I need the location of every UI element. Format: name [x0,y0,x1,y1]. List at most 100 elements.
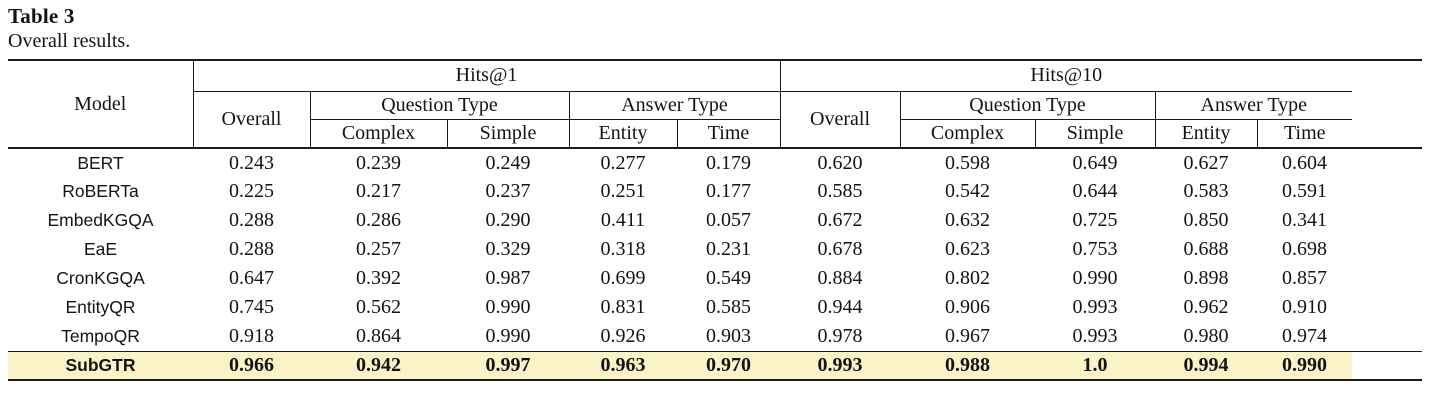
value-cell: 0.884 [817,267,863,289]
value-cell: 0.993 [1072,324,1118,347]
filler-cell [1352,264,1422,293]
subheader-question-type-hits1: Question Type [310,91,570,120]
value-cell: 0.944 [817,296,863,318]
value-cell: 0.898 [1183,267,1229,289]
model-cell: EntityQR [65,297,136,317]
filler-cell [1352,206,1422,235]
value-cell: 0.963 [569,350,677,381]
results-table: Model Hits@1 Hits@10 Overall Question Ty… [8,59,1423,381]
value-cell: 1.0 [1035,350,1156,381]
value-cell: 0.978 [817,324,863,347]
group-header-hits-at-10: Hits@10 [780,59,1353,92]
value-cell: 0.288 [229,238,274,260]
value-cell: 0.623 [945,238,991,260]
column-header-model: Model [8,59,194,149]
model-cell: SubGTR [8,350,193,381]
value-cell: 0.990 [1072,267,1118,289]
table-row: BERT 0.243 0.239 0.249 0.277 0.179 0.620… [8,148,1422,177]
value-cell: 0.993 [780,350,901,381]
value-cell: 0.598 [945,151,991,174]
table-row: RoBERTa 0.225 0.217 0.237 0.251 0.177 0.… [8,177,1422,206]
value-cell: 0.678 [817,238,863,260]
subheader-overall-hits1: Overall [193,91,311,149]
value-cell: 0.993 [1072,296,1118,318]
value-cell: 0.583 [1183,180,1229,202]
filler-cell [1352,177,1422,206]
column-header-entity-hits1: Entity [569,119,678,149]
table-row: EaE 0.288 0.257 0.329 0.318 0.231 0.678 … [8,235,1422,264]
value-cell: 0.243 [229,151,274,174]
table-header: Model Hits@1 Hits@10 Overall Question Ty… [8,59,1423,149]
value-cell: 0.249 [485,151,531,174]
model-cell: EaE [83,239,118,259]
model-cell: BERT [77,152,124,173]
value-cell: 0.699 [600,267,646,289]
value-cell: 0.318 [600,238,646,260]
value-cell: 0.225 [229,180,274,202]
table-row: SubGTR 0.966 0.942 0.997 0.963 0.970 0.9… [8,350,1423,381]
value-cell: 0.591 [1282,180,1328,202]
filler-cell [1352,322,1422,351]
model-cell: TempoQR [61,325,140,346]
filler-cell [1352,293,1422,322]
paper-table-section: Table 3 Overall results. Model Hits@1 Hi… [8,4,1423,381]
value-cell: 0.910 [1282,296,1328,318]
value-cell: 0.411 [600,209,646,231]
value-cell: 0.962 [1183,296,1229,318]
subheader-overall-hits10: Overall [780,91,901,149]
value-cell: 0.987 [485,267,531,289]
value-cell: 0.251 [600,180,646,202]
value-cell: 0.257 [356,238,401,260]
value-cell: 0.831 [600,296,646,318]
value-cell: 0.990 [485,296,531,318]
value-cell: 0.990 [485,324,531,347]
value-cell: 0.850 [1183,209,1229,231]
value-cell: 0.918 [229,324,274,347]
value-cell: 0.942 [310,350,447,381]
value-cell: 0.698 [1282,238,1328,260]
value-cell: 0.179 [706,151,752,174]
column-header-entity-hits10: Entity [1155,119,1258,149]
column-header-simple-hits1: Simple [447,119,570,149]
table-row: TempoQR 0.918 0.864 0.990 0.926 0.903 0.… [8,322,1422,351]
value-cell: 0.988 [900,350,1036,381]
column-header-complex-hits1: Complex [310,119,448,149]
table-caption: Overall results. [8,30,131,52]
value-cell: 0.620 [817,151,863,174]
value-cell: 0.903 [706,324,752,347]
filler-cell [1352,350,1423,381]
column-header-time-hits1: Time [677,119,781,149]
value-cell: 0.688 [1183,238,1229,260]
value-cell: 0.562 [356,296,401,318]
value-cell: 0.057 [706,209,752,231]
value-cell: 0.906 [945,296,991,318]
model-cell: EmbedKGQA [47,210,154,230]
value-cell: 0.725 [1072,209,1118,231]
value-cell: 0.926 [600,324,646,347]
value-cell: 0.542 [945,180,991,202]
value-cell: 0.549 [706,267,752,289]
filler-cell [1352,148,1422,177]
table-row: EntityQR 0.745 0.562 0.990 0.831 0.585 0… [8,293,1422,322]
value-cell: 0.994 [1155,350,1258,381]
table-row: CronKGQA 0.647 0.392 0.987 0.699 0.549 0… [8,264,1422,293]
value-cell: 0.649 [1072,151,1118,174]
value-cell: 0.802 [945,267,991,289]
value-cell: 0.329 [485,238,531,260]
value-cell: 0.290 [485,209,531,231]
subheader-answer-type-hits1: Answer Type [569,91,781,120]
value-cell: 0.980 [1183,324,1229,347]
group-header-hits-at-1: Hits@1 [193,59,781,92]
filler-cell [1352,235,1422,264]
table-title: Table 3 [8,4,75,28]
column-header-complex-hits10: Complex [900,119,1036,149]
value-cell: 0.970 [677,350,781,381]
column-header-simple-hits10: Simple [1035,119,1156,149]
value-cell: 0.341 [1282,209,1328,231]
value-cell: 0.288 [229,209,274,231]
value-cell: 0.604 [1282,151,1328,174]
value-cell: 0.286 [356,209,401,231]
value-cell: 0.217 [356,180,401,202]
value-cell: 0.967 [945,324,991,347]
value-cell: 0.585 [706,296,752,318]
